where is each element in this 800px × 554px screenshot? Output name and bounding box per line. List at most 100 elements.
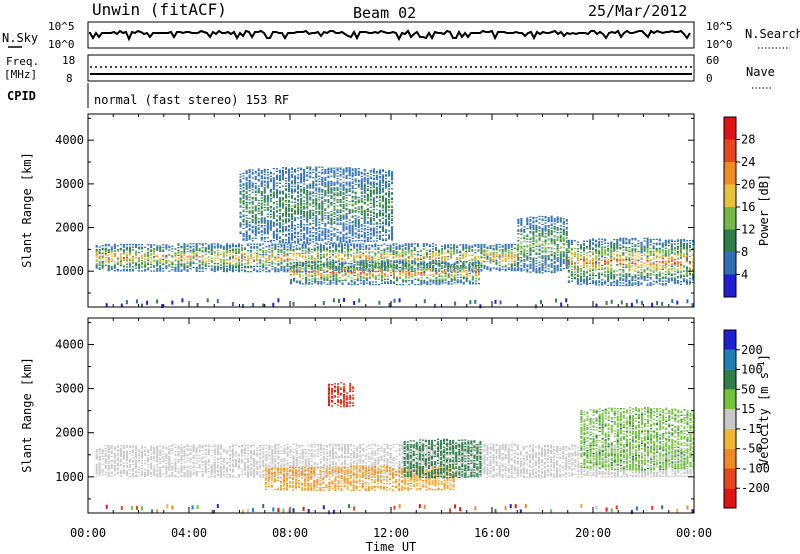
echo-cell bbox=[314, 280, 317, 282]
echo-cell bbox=[116, 263, 119, 265]
echo-cell bbox=[362, 269, 365, 271]
echo-cell bbox=[598, 276, 601, 278]
echo-cell bbox=[119, 270, 122, 272]
echo-cell bbox=[269, 173, 272, 175]
echo-cell bbox=[271, 255, 274, 257]
echo-cell bbox=[269, 179, 272, 181]
echo-cell bbox=[526, 256, 529, 258]
echo-cell bbox=[159, 245, 162, 247]
echo-cell bbox=[607, 249, 610, 251]
echo-cell bbox=[562, 218, 565, 220]
echo-cell bbox=[262, 265, 265, 268]
echo-cell bbox=[567, 241, 570, 243]
echo-cell bbox=[565, 247, 568, 250]
echo-cell bbox=[222, 255, 225, 257]
echo-cell bbox=[359, 264, 362, 266]
echo-cell bbox=[532, 262, 535, 264]
echo-cell bbox=[278, 202, 281, 204]
echo-cell bbox=[579, 275, 582, 277]
echo-cell bbox=[309, 222, 312, 225]
echo-cell bbox=[383, 276, 386, 278]
echo-cell bbox=[405, 268, 408, 270]
echo-cell bbox=[486, 246, 489, 248]
echo-cell bbox=[576, 248, 579, 250]
echo-cell bbox=[319, 254, 322, 256]
echo-cell bbox=[147, 257, 150, 259]
echo-cell bbox=[288, 218, 291, 220]
echo-cell bbox=[408, 270, 411, 273]
echo-cell bbox=[582, 249, 585, 251]
echo-cell bbox=[652, 262, 655, 264]
echo-cell bbox=[150, 266, 153, 268]
echo-cell bbox=[259, 243, 262, 245]
echo-cell bbox=[565, 257, 568, 259]
echo-cell bbox=[664, 252, 667, 255]
echo-cell bbox=[565, 259, 568, 261]
echo-cell bbox=[535, 253, 538, 255]
echo-cell bbox=[510, 246, 513, 248]
echo-cell bbox=[254, 177, 257, 179]
echo-cell bbox=[119, 243, 122, 246]
echo-cell bbox=[598, 258, 601, 260]
echo-cell bbox=[260, 224, 263, 227]
echo-cell bbox=[241, 269, 244, 271]
echo-cell bbox=[271, 260, 274, 262]
echo-cell bbox=[316, 258, 319, 260]
echo-cell bbox=[538, 272, 541, 274]
echo-cell bbox=[294, 218, 297, 220]
echo-cell bbox=[334, 243, 337, 245]
echo-cell bbox=[293, 266, 296, 268]
echo-cell bbox=[453, 253, 456, 255]
echo-cell bbox=[492, 260, 495, 263]
echo-cell bbox=[689, 245, 692, 247]
echo-cell bbox=[670, 250, 673, 252]
echo-cell bbox=[104, 259, 107, 261]
echo-cell bbox=[113, 246, 116, 248]
echo-cell bbox=[303, 210, 306, 213]
echo-cell bbox=[245, 203, 248, 205]
echo-cell bbox=[241, 255, 244, 257]
echo-cell bbox=[450, 267, 453, 269]
echo-cell bbox=[347, 265, 350, 267]
echo-cell bbox=[299, 276, 302, 278]
echo-cell bbox=[156, 261, 159, 263]
echo-cell bbox=[414, 262, 417, 265]
echo-cell bbox=[101, 263, 104, 265]
echo-cell bbox=[128, 263, 131, 265]
echo-cell bbox=[692, 281, 695, 284]
echo-cell bbox=[216, 253, 219, 256]
echo-cell bbox=[579, 278, 582, 280]
echo-cell bbox=[297, 210, 300, 213]
echo-cell bbox=[541, 255, 544, 257]
echo-cell bbox=[247, 256, 250, 258]
echo-cell bbox=[556, 221, 559, 223]
echo-cell bbox=[278, 223, 281, 225]
echo-cell bbox=[544, 248, 547, 250]
echo-cell bbox=[450, 252, 453, 254]
echo-cell bbox=[262, 250, 265, 252]
echo-cell bbox=[153, 265, 156, 267]
echo-cell bbox=[441, 271, 444, 274]
echo-cell bbox=[371, 269, 374, 271]
echo-cell bbox=[286, 252, 289, 254]
echo-cell bbox=[198, 270, 201, 272]
echo-cell bbox=[286, 258, 289, 260]
echo-cell bbox=[655, 263, 658, 265]
echo-cell bbox=[607, 262, 610, 264]
echo-cell bbox=[510, 252, 513, 255]
echo-cell bbox=[285, 203, 288, 206]
echo-cell bbox=[664, 251, 667, 253]
echo-cell bbox=[622, 275, 625, 277]
echo-cell bbox=[598, 243, 601, 245]
echo-cell bbox=[579, 269, 582, 271]
echo-cell bbox=[450, 269, 453, 271]
echo-cell bbox=[322, 248, 325, 251]
echo-cell bbox=[535, 241, 538, 244]
echo-cell bbox=[303, 187, 306, 189]
echo-cell bbox=[459, 261, 462, 263]
echo-cell bbox=[302, 283, 305, 285]
echo-cell bbox=[622, 239, 625, 241]
echo-cell bbox=[283, 248, 286, 251]
echo-cell bbox=[513, 254, 516, 256]
echo-cell bbox=[471, 249, 474, 251]
